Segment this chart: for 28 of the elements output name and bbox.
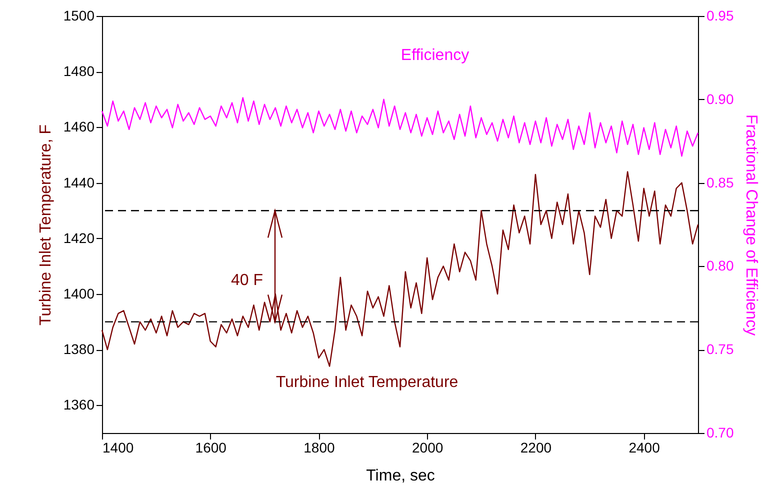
x-tick-label: 1800: [304, 440, 336, 456]
y2-tick-label: 0.70: [706, 424, 734, 440]
line-series: [101, 97, 699, 157]
y-axis-title: Turbine Inlet Temperature, F: [37, 124, 54, 326]
text: Efficiency: [400, 47, 470, 64]
x-axis-title: Time, sec: [366, 468, 435, 484]
y-tick-label: 1480: [63, 63, 95, 80]
x-tick-label: 1600: [195, 440, 227, 456]
y-tick-label: 1380: [63, 341, 95, 358]
y-tick-label: 1500: [63, 8, 95, 24]
annotation: 40 F: [230, 272, 264, 289]
y2-tick-label: 0.90: [706, 90, 734, 107]
x-tick-label: 1400: [102, 440, 134, 456]
y2-tick-label: 0.95: [706, 8, 734, 24]
y-tick-label: 1400: [63, 286, 95, 302]
y2-tick-label: 0.75: [706, 341, 734, 358]
line-series: [101, 171, 699, 367]
y-tick-label: 1460: [63, 118, 95, 135]
y2-tick-label: 0.85: [706, 174, 734, 190]
y2-tick-label: 0.80: [706, 258, 734, 274]
text: Turbine Inlet Temperature: [276, 374, 458, 391]
y-tick-label: 1440: [63, 174, 95, 190]
y2-axis-title: Fractional Change of Efficiency: [742, 114, 760, 336]
x-tick-label: 2200: [520, 440, 552, 456]
y-tick-label: 1420: [63, 230, 95, 246]
x-tick-label: 2000: [412, 440, 444, 456]
y-tick-label: 1360: [63, 396, 95, 413]
x-tick-label: 2400: [628, 440, 660, 456]
